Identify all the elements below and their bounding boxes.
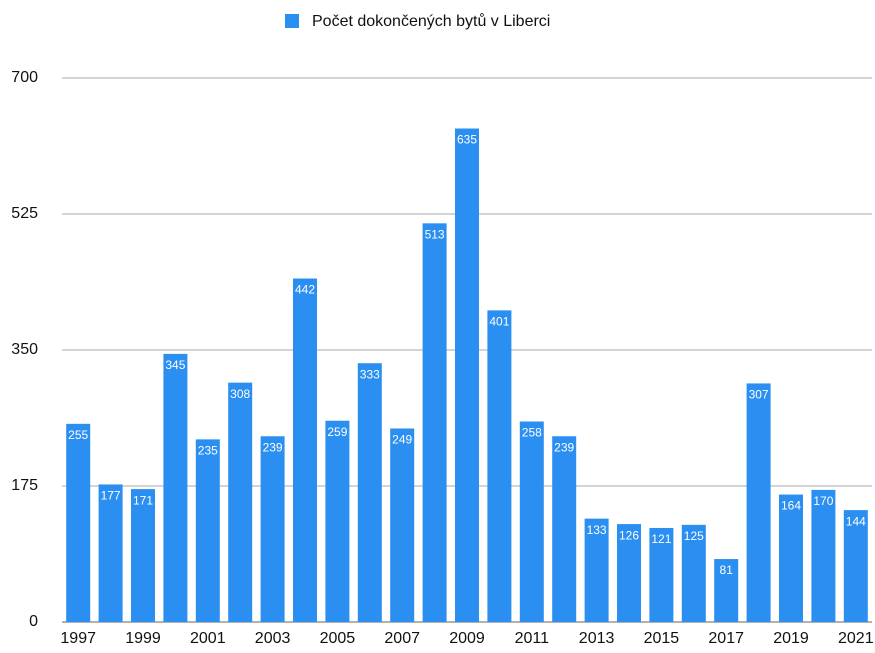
x-tick-label: 1999 [125,630,161,647]
data-label: 635 [457,133,477,147]
bar [714,559,739,622]
y-tick-label: 350 [11,341,38,358]
bar [260,436,285,622]
x-tick-label: 1997 [60,630,96,647]
bar [584,518,609,622]
data-label: 259 [327,425,347,439]
data-label: 239 [554,440,574,454]
x-tick-label: 2003 [255,630,291,647]
bar [843,510,868,622]
x-tick-label: 2013 [579,630,615,647]
legend-swatch [285,14,299,28]
x-tick-label: 2011 [515,630,550,647]
bar [779,494,803,622]
data-label: 308 [230,387,250,401]
x-tick-label: 2021 [838,630,874,647]
data-label: 513 [425,227,445,241]
bar [325,420,350,622]
data-label: 249 [392,433,412,447]
x-tick-label: 2005 [320,630,356,647]
data-label: 345 [165,358,185,372]
bar [422,223,447,622]
data-label: 255 [68,428,88,442]
x-tick-label: 2001 [190,630,226,647]
data-label: 258 [522,426,542,440]
data-label: 307 [749,388,769,402]
x-tick-label: 2015 [644,630,680,647]
bar [617,524,641,622]
bar [293,278,317,622]
bar [195,439,220,622]
y-tick-label: 175 [11,477,38,494]
bar [552,436,577,622]
data-label: 144 [846,514,866,528]
bar [228,382,253,622]
x-tick-label: 2017 [708,630,744,647]
bar [681,524,706,622]
x-tick-label: 2009 [449,630,485,647]
data-label: 125 [684,529,704,543]
bar [66,423,91,622]
data-label: 401 [489,315,509,329]
data-label: 171 [133,493,153,507]
bar [455,128,479,622]
data-label: 170 [813,494,833,508]
data-label: 333 [360,367,380,381]
bar [163,353,188,622]
data-label: 133 [587,523,607,537]
data-label: 239 [263,440,283,454]
data-label: 235 [198,444,218,458]
bar [357,363,382,622]
data-label: 121 [651,532,671,546]
y-tick-label: 525 [11,205,38,222]
y-tick-label: 0 [29,613,38,630]
bar [131,489,155,622]
bar [390,428,415,622]
bar [519,421,544,622]
bar [649,527,674,622]
bar [98,484,123,622]
bar [746,383,771,622]
x-tick-label: 2007 [384,630,420,647]
bar [487,310,512,622]
bar [811,489,836,622]
y-tick-label: 700 [11,69,38,86]
data-label: 164 [781,499,801,513]
x-tick-label: 2019 [773,630,809,647]
data-label: 126 [619,528,639,542]
data-label: 81 [720,563,734,577]
legend-label: Počet dokončených bytů v Liberci [312,12,550,30]
data-label: 177 [101,489,121,503]
data-label: 442 [295,283,315,297]
